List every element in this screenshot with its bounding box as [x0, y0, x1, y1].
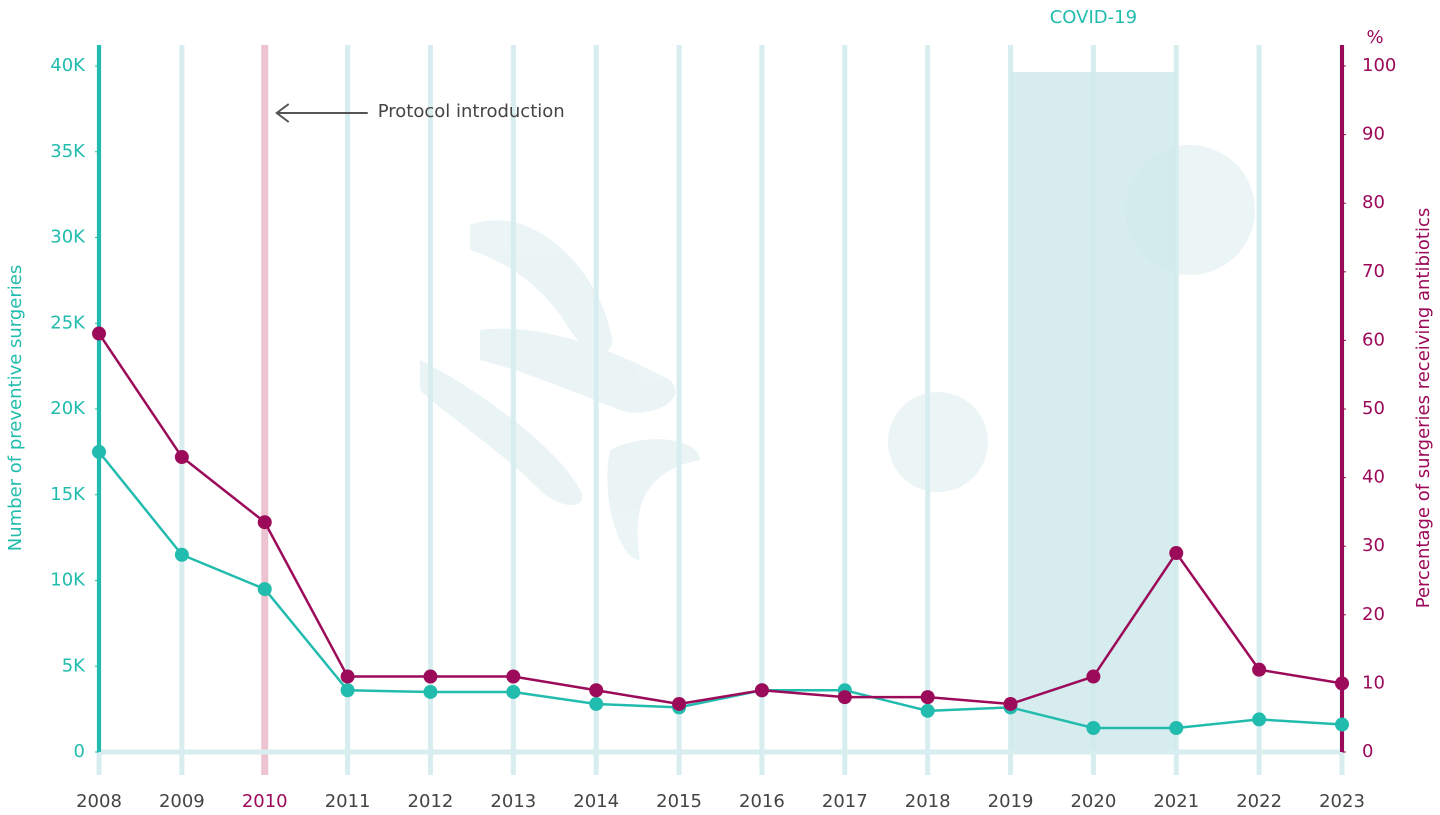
data-point	[257, 515, 272, 530]
x-tick-label: 2012	[408, 791, 454, 812]
data-point	[506, 669, 521, 684]
bacteria-icon	[470, 220, 612, 353]
y2-tick-label: 50	[1362, 398, 1385, 419]
data-point	[423, 684, 438, 699]
data-point	[1086, 669, 1101, 684]
y2-tick-label: 60	[1362, 329, 1385, 350]
data-point	[1335, 717, 1349, 732]
y2-unit: %	[1366, 27, 1383, 48]
x-tick-label: 2020	[1070, 791, 1116, 812]
x-tick-label: 2018	[905, 791, 951, 812]
arrow-head	[275, 103, 290, 123]
y2-tick-label: 20	[1362, 604, 1385, 625]
x-tick-label: 2008	[76, 791, 122, 812]
y-tick-label: 25K	[50, 312, 86, 333]
data-point	[506, 684, 521, 699]
y2-tick-label: 40	[1362, 467, 1385, 488]
y2-tick-label: 10	[1362, 672, 1385, 693]
bacteria-icon	[480, 328, 676, 413]
x-tick-label: 2014	[573, 791, 619, 812]
x-tick-label: 2009	[159, 791, 205, 812]
data-point	[423, 669, 438, 684]
data-point	[340, 669, 355, 684]
data-point	[340, 683, 355, 698]
data-point	[174, 450, 189, 465]
y2-tick-label: 100	[1362, 55, 1396, 76]
data-point	[1335, 676, 1349, 691]
data-point	[174, 547, 189, 562]
y2-axis-label: Percentage of surgeries receiving antibi…	[1413, 208, 1434, 609]
y-tick-label: 10K	[50, 570, 86, 591]
x-tick-label: 2011	[325, 791, 371, 812]
data-point	[1169, 546, 1184, 561]
series-line	[97, 332, 1343, 706]
data-point	[837, 690, 852, 705]
y-tick-label: 30K	[50, 227, 86, 248]
data-point	[589, 683, 604, 698]
x-tick-label: 2017	[822, 791, 868, 812]
x-tick-label: 2010	[242, 791, 288, 812]
data-point	[92, 444, 106, 459]
y2-tick-label: 30	[1362, 535, 1385, 556]
y-tick-label: 15K	[50, 484, 86, 505]
x-tick-label: 2016	[739, 791, 785, 812]
y-tick-label: 35K	[50, 141, 86, 162]
bacteria-icon	[420, 360, 582, 505]
data-point	[672, 696, 687, 711]
covid-label: COVID-19	[1050, 7, 1137, 28]
y2-tick-label: 80	[1362, 192, 1385, 213]
data-point	[589, 696, 604, 711]
y-tick-label: 40K	[50, 55, 86, 76]
y-axis-label: Number of preventive surgeries	[5, 265, 26, 551]
data-point	[1086, 720, 1101, 735]
y2-tick-label: 70	[1362, 261, 1385, 282]
y-tick-label: 5K	[62, 655, 86, 676]
data-point	[92, 326, 106, 341]
data-point	[920, 703, 935, 718]
x-tick-label: 2022	[1236, 791, 1282, 812]
covid-band	[1010, 72, 1177, 752]
data-point	[920, 690, 935, 705]
bacteria-icon	[607, 439, 700, 560]
y2-tick-label: 90	[1362, 124, 1385, 145]
protocol-label: Protocol introduction	[378, 101, 565, 122]
x-tick-label: 2013	[490, 791, 536, 812]
series-line	[98, 451, 1343, 730]
virus-icon	[888, 392, 988, 492]
data-point	[1003, 696, 1018, 711]
y-tick-label: 20K	[50, 398, 86, 419]
data-point	[257, 582, 272, 597]
x-tick-label: 2021	[1153, 791, 1199, 812]
x-tick-label: 2015	[656, 791, 702, 812]
data-point	[1169, 720, 1184, 735]
x-tick-label: 2019	[988, 791, 1034, 812]
data-point	[1252, 662, 1267, 677]
data-point	[1252, 712, 1267, 727]
x-tick-label: 2023	[1319, 791, 1365, 812]
data-point	[754, 683, 769, 698]
y2-tick-label: 0	[1362, 741, 1373, 762]
y-tick-label: 0	[74, 741, 85, 762]
